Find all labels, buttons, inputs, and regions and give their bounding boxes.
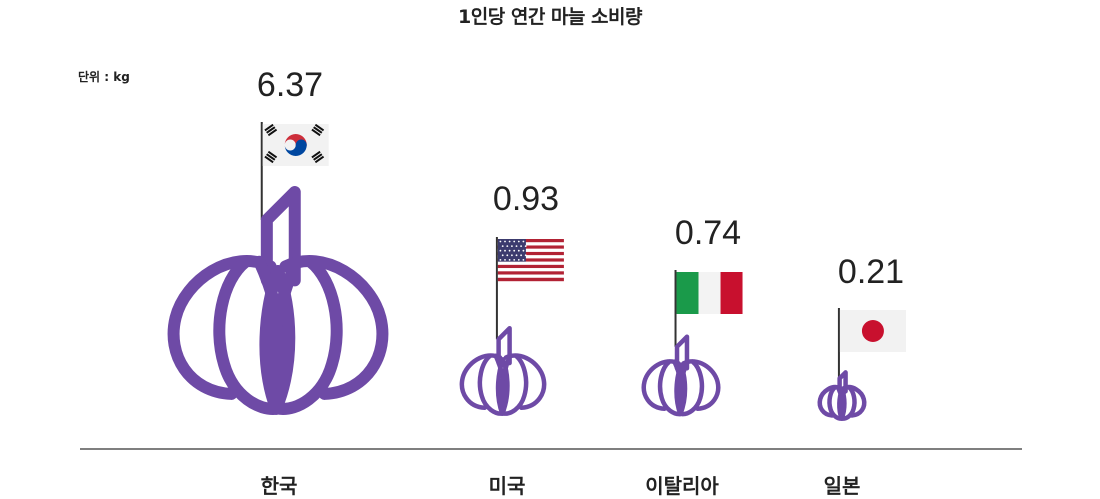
unit-label: 단위 : kg	[78, 70, 130, 84]
value-label: 0.93	[492, 180, 560, 218]
value-label: 6.37	[256, 66, 324, 104]
korea-flag	[262, 123, 329, 166]
garlic-icon	[817, 370, 867, 421]
value-label: 0.74	[674, 214, 742, 252]
garlic-icon	[641, 334, 721, 417]
italy-flag	[676, 272, 743, 314]
usa-flag	[497, 239, 564, 282]
category-label: 일본	[823, 474, 861, 498]
category-label: 한국	[260, 474, 298, 498]
garlic-icon	[167, 185, 389, 415]
japan-flag	[839, 310, 906, 352]
category-label: 이탈리아	[645, 474, 719, 498]
category-label: 미국	[488, 474, 526, 498]
value-label: 0.21	[837, 253, 905, 291]
garlic-icon	[459, 326, 547, 416]
chart-title: 1인당 연간 마늘 소비량	[458, 6, 642, 28]
